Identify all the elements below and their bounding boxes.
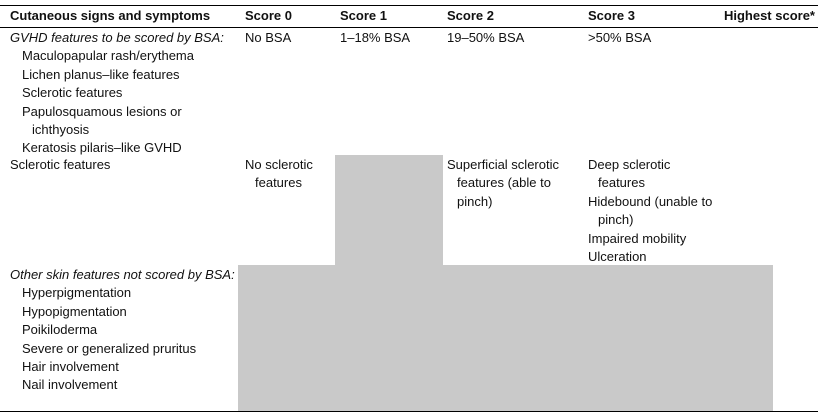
feature-item: Hair involvement xyxy=(22,359,119,375)
column-header: Score 0 xyxy=(245,8,292,23)
feature-item: Nail involvement xyxy=(22,377,118,393)
score-text: Ulceration xyxy=(588,249,647,265)
column-header: Score 1 xyxy=(340,8,387,23)
group-heading: Other skin features not scored by BSA: xyxy=(10,267,235,282)
score-cell: 19–50% BSA xyxy=(447,29,582,47)
score-text: 19–50% BSA xyxy=(447,30,525,45)
column-header: Cutaneous signs and symptoms xyxy=(10,8,211,23)
score-cell: >50% BSA xyxy=(588,29,713,47)
feature-item: Lichen planus–like features xyxy=(22,66,180,82)
shaded-cell xyxy=(335,155,443,265)
feature-item: Severe or generalized pruritus xyxy=(22,340,197,356)
score-text: Deep sclerotic features xyxy=(588,157,671,191)
feature-name: Sclerotic features xyxy=(10,157,111,172)
score-text: Impaired mobility xyxy=(588,230,687,246)
header-rule xyxy=(0,27,818,28)
feature-item: Hypopigmentation xyxy=(22,303,127,319)
feature-cell: GVHD features to be scored by BSA: Maculo… xyxy=(10,29,235,158)
score-text: No BSA xyxy=(245,30,292,45)
feature-item: Maculopapular rash/erythema xyxy=(22,48,194,64)
feature-cell: Sclerotic features xyxy=(10,156,235,174)
feature-item: Keratosis pilaris–like GVHD xyxy=(22,140,182,156)
group-heading: GVHD features to be scored by BSA: xyxy=(10,30,224,45)
feature-item: Hyperpigmentation xyxy=(22,285,132,301)
score-cell: 1–18% BSA xyxy=(340,29,440,47)
top-rule xyxy=(0,5,818,6)
feature-item: Sclerotic features xyxy=(22,85,123,101)
feature-cell: Other skin features not scored by BSA: Hy… xyxy=(10,266,235,395)
feature-item: Papulosquamous lesions or ichthyosis xyxy=(22,103,182,138)
score-cell: No BSA xyxy=(245,29,335,47)
column-header: Highest score* xyxy=(723,8,815,23)
score-text: Superficial sclerotic features (able to … xyxy=(447,157,559,209)
bottom-rule xyxy=(0,411,818,412)
score-text: No sclerotic features xyxy=(245,157,313,191)
feature-item: Poikiloderma xyxy=(22,322,98,338)
score-cell: Deep sclerotic features Hidebound (unable… xyxy=(588,156,713,266)
score-cell: Superficial sclerotic features (able to … xyxy=(447,156,582,211)
score-cell: No sclerotic features xyxy=(245,156,335,193)
score-text: Hidebound (unable to pinch) xyxy=(588,193,713,228)
score-text: 1–18% BSA xyxy=(340,30,411,45)
score-text: >50% BSA xyxy=(588,30,652,45)
column-header: Score 3 xyxy=(588,8,635,23)
column-header: Score 2 xyxy=(447,8,494,23)
shaded-cell xyxy=(238,265,773,411)
